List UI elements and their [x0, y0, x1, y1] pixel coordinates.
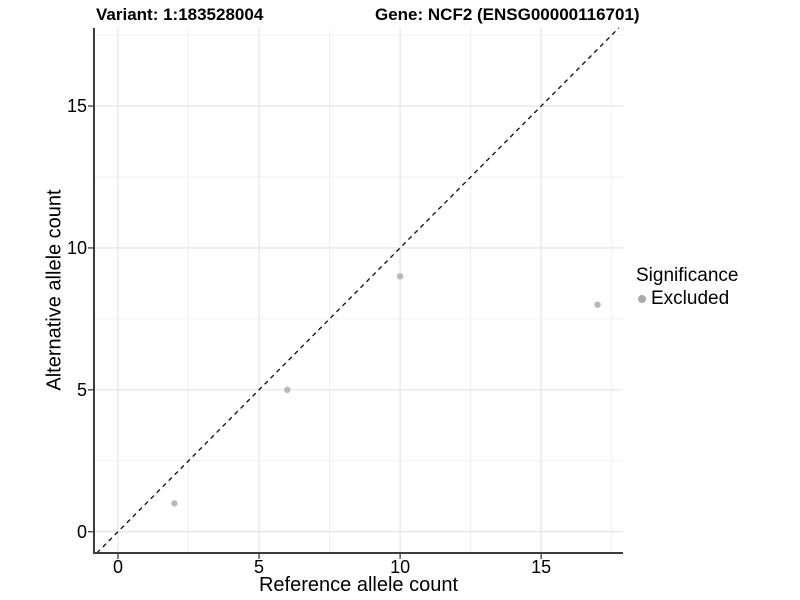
- y-tick-label: 15: [66, 96, 87, 117]
- legend-item-label: Excluded: [651, 288, 730, 309]
- legend-item-excluded: Excluded: [638, 288, 738, 309]
- variant-title: Variant: 1:183528004: [96, 5, 264, 24]
- x-tick-label: 15: [531, 557, 552, 577]
- y-tick-label: 5: [76, 379, 87, 400]
- x-tick-label: 10: [390, 557, 411, 577]
- y-tick-label: 0: [76, 521, 87, 542]
- x-tick-label: 0: [112, 557, 123, 577]
- y-tick-label: 10: [66, 237, 87, 258]
- x-tick-label: 5: [254, 557, 265, 577]
- legend-point-icon: [638, 294, 646, 303]
- legend: Significance Excluded: [636, 265, 738, 309]
- data-point: [171, 500, 178, 507]
- identity-line: [96, 27, 620, 554]
- data-point: [594, 301, 601, 308]
- gene-title: Gene: NCF2 (ENSG00000116701): [375, 5, 640, 24]
- legend-title: Significance: [636, 265, 739, 286]
- y-axis-title: Alternative allele count: [43, 189, 66, 391]
- x-axis-title: Reference allele count: [258, 574, 458, 596]
- data-point: [284, 386, 291, 394]
- data-point: [396, 273, 404, 280]
